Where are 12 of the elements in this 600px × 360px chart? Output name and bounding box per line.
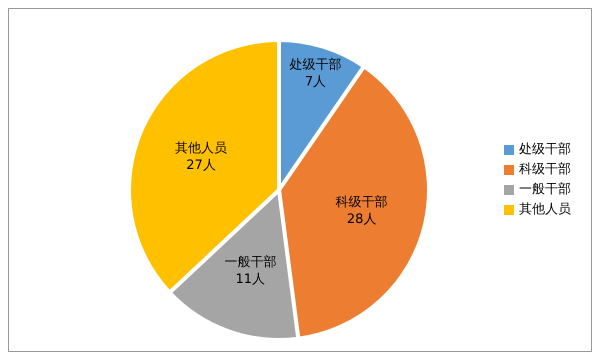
data-label: 7人 [304,74,326,90]
slice-label: 科级干部 [336,194,388,210]
data-label: 11人 [236,272,266,288]
slice-label: 处级干部 [289,58,342,73]
data-label: 27人 [186,158,216,174]
legend-label: 其他人员 [519,201,571,219]
data-label: 28人 [346,212,376,227]
legend-label: 处级干部 [519,141,571,159]
legend-label: 一般干部 [519,181,571,199]
slice-label: 其他人员 [175,141,228,156]
legend-label: 科级干部 [519,161,571,179]
slice-label: 一般干部 [224,255,276,270]
